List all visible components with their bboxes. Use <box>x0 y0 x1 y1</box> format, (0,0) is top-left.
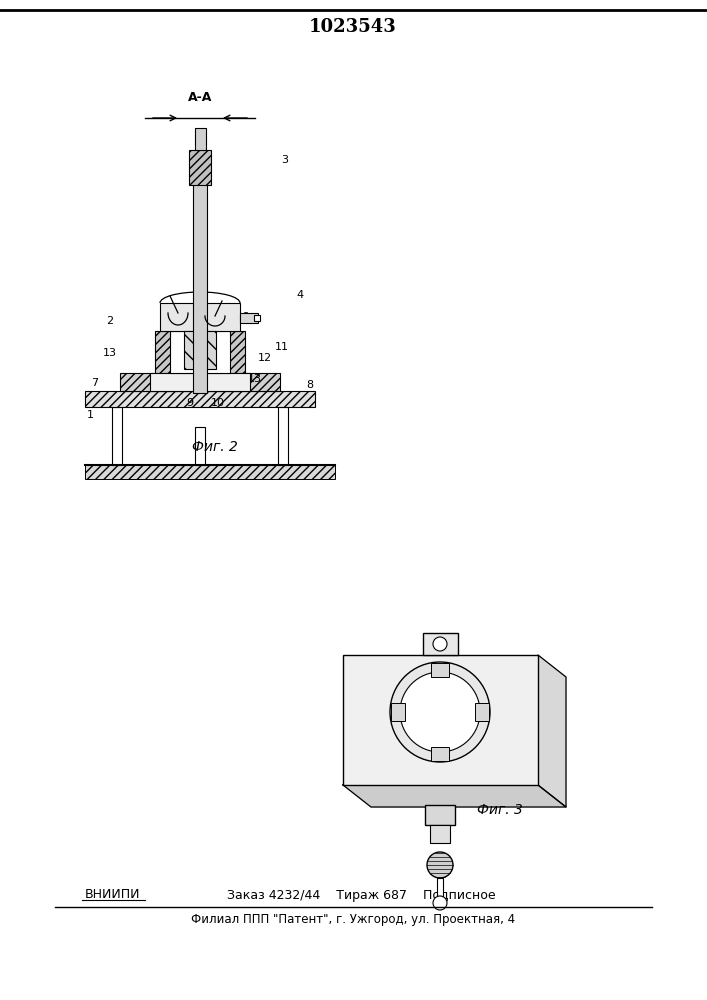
Text: ВНИИПИ: ВНИИПИ <box>86 888 141 902</box>
Bar <box>343 655 538 785</box>
Bar <box>425 805 455 825</box>
Bar <box>431 747 449 761</box>
Bar <box>240 313 258 323</box>
Polygon shape <box>343 785 566 807</box>
Text: Фиг. 2: Фиг. 2 <box>192 440 238 454</box>
Text: 8: 8 <box>306 380 314 390</box>
Circle shape <box>433 896 447 910</box>
Text: 2: 2 <box>107 316 114 326</box>
Bar <box>85 391 315 407</box>
Text: 3: 3 <box>281 155 288 165</box>
Bar <box>195 427 205 465</box>
Bar <box>437 878 443 896</box>
Circle shape <box>390 662 490 762</box>
Bar <box>155 331 245 373</box>
Bar <box>431 663 449 677</box>
Bar <box>193 173 207 393</box>
Text: 4: 4 <box>296 290 303 300</box>
Text: 12: 12 <box>258 353 272 363</box>
Bar <box>170 331 230 373</box>
Bar <box>150 373 250 391</box>
Circle shape <box>427 852 453 878</box>
Circle shape <box>400 672 480 752</box>
Text: Филиал ППП "Патент", г. Ужгород, ул. Проектная, 4: Филиал ППП "Патент", г. Ужгород, ул. Про… <box>191 914 515 926</box>
Bar <box>189 150 211 185</box>
Text: 13: 13 <box>103 348 117 358</box>
Bar <box>254 315 260 321</box>
Bar <box>423 633 458 655</box>
Text: Заказ 4232/44    Тираж 687    Подписное: Заказ 4232/44 Тираж 687 Подписное <box>211 888 496 902</box>
Polygon shape <box>538 655 566 807</box>
Text: 6: 6 <box>242 312 248 322</box>
Bar <box>120 373 280 391</box>
Bar <box>391 703 405 721</box>
Bar <box>475 703 489 721</box>
Text: 9: 9 <box>187 398 194 408</box>
Text: Фиг. 3: Фиг. 3 <box>477 803 523 817</box>
Text: 1: 1 <box>86 410 93 420</box>
Bar <box>195 128 206 150</box>
Circle shape <box>433 637 447 651</box>
Bar <box>430 825 450 843</box>
Text: 10: 10 <box>211 398 225 408</box>
Bar <box>184 331 216 369</box>
Bar <box>112 407 122 465</box>
Text: 13: 13 <box>248 374 262 384</box>
Bar <box>160 303 240 331</box>
Bar <box>85 465 335 479</box>
Text: 7: 7 <box>91 378 98 388</box>
Text: А-А: А-А <box>188 91 212 104</box>
Text: 1023543: 1023543 <box>309 18 397 36</box>
Bar <box>278 407 288 465</box>
Text: 11: 11 <box>275 342 289 352</box>
